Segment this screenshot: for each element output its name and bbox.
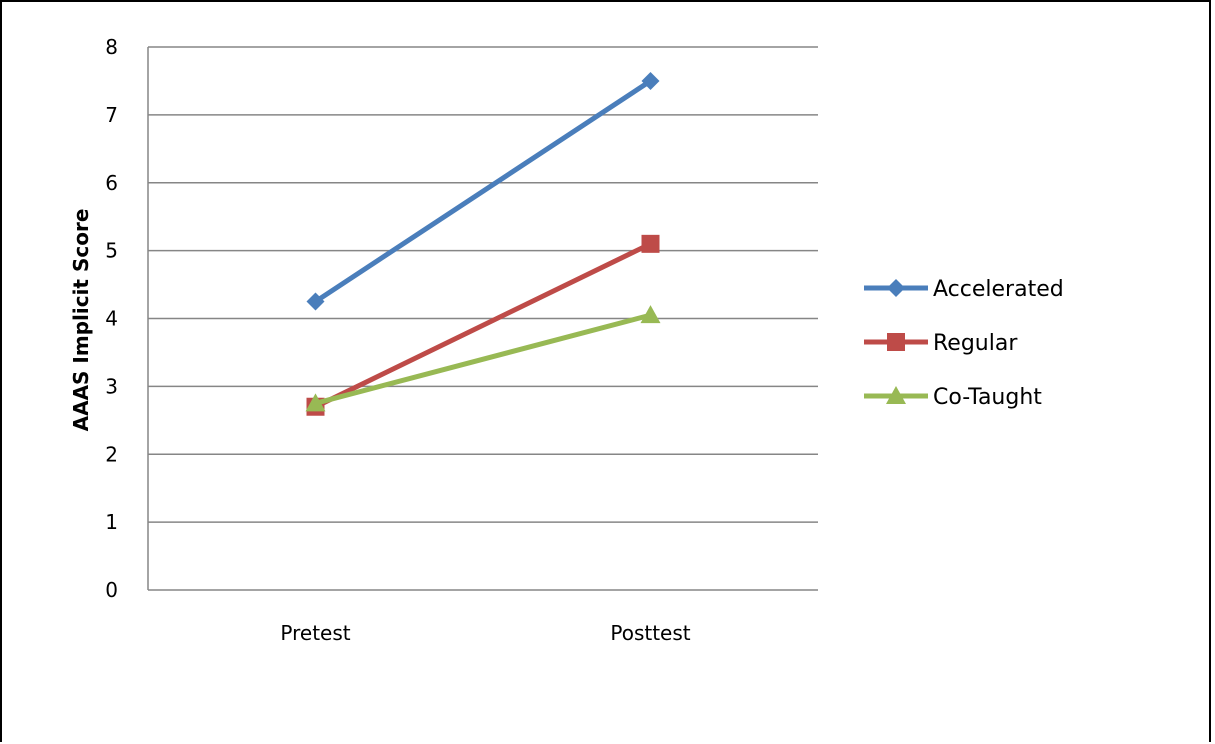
legend: Accelerated Regular Co-Taught [864, 277, 1064, 410]
gridlines [147, 46, 818, 591]
y-tick-label: 8 [105, 35, 118, 59]
y-tick-label: 2 [105, 442, 118, 466]
series-line-accelerated [313, 78, 653, 305]
data-point-co-taught [640, 305, 661, 324]
legend-item-regular: Regular [864, 331, 1018, 356]
legend-item-co-taught: Co-Taught [864, 385, 1042, 410]
data-point-regular [641, 234, 660, 253]
y-axis-label: AAAS Implicit Score [69, 209, 93, 432]
legend-label: Regular [933, 331, 1018, 356]
series-line-regular [313, 241, 653, 410]
y-tick-labels: 0 1 2 3 4 5 6 7 8 [105, 35, 118, 602]
y-tick-label: 4 [105, 307, 118, 331]
x-tick-labels: Pretest Posttest [280, 621, 690, 645]
legend-label: Accelerated [933, 277, 1064, 302]
series-line-co-taught [313, 312, 653, 406]
legend-marker [887, 279, 905, 297]
legend-marker [886, 386, 906, 404]
series-accelerated [306, 71, 660, 311]
series-co-taught [305, 305, 661, 412]
legend-marker [887, 333, 905, 351]
y-tick-label: 1 [105, 510, 118, 534]
y-tick-label: 7 [105, 103, 118, 127]
y-tick-label: 5 [105, 239, 118, 263]
data-point-accelerated [641, 71, 660, 90]
x-tick-label: Pretest [280, 621, 350, 645]
legend-label: Co-Taught [933, 385, 1042, 410]
legend-item-accelerated: Accelerated [864, 277, 1064, 302]
y-tick-label: 3 [105, 374, 118, 398]
data-point-co-taught [305, 393, 326, 412]
data-point-accelerated [306, 292, 325, 311]
x-tick-label: Posttest [610, 621, 690, 645]
y-tick-label: 0 [105, 578, 118, 602]
series-lines [305, 71, 661, 416]
y-tick-label: 6 [105, 171, 118, 195]
